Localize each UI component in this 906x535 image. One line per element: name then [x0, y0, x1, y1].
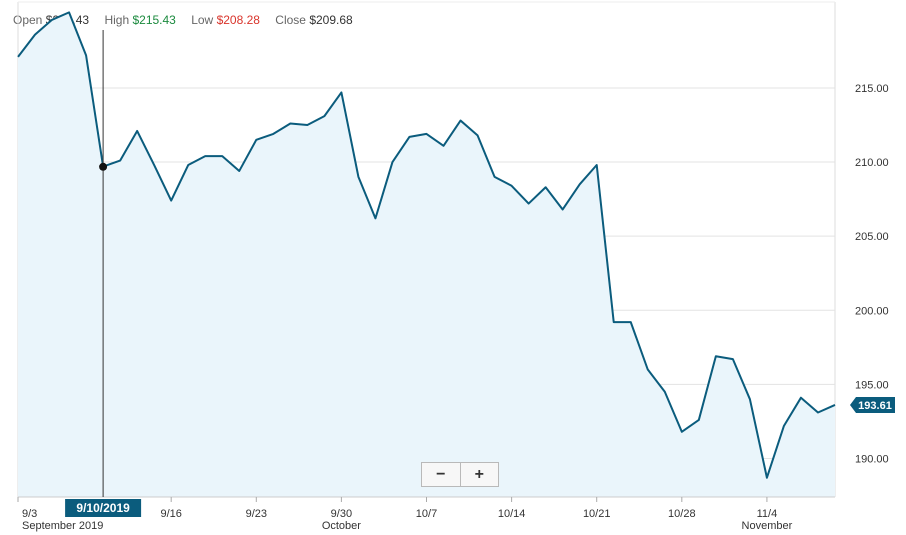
high-label: High [104, 13, 130, 27]
x-tick-label: 10/7 [416, 508, 437, 520]
x-tick-label: 9/30 [331, 508, 352, 520]
zoom-controls: − + [421, 462, 499, 487]
x-tick-label: 10/14 [498, 508, 526, 520]
close-value: $209.68 [309, 13, 353, 27]
y-tick-label: 200.00 [855, 305, 889, 317]
x-tick-label: 9/16 [160, 508, 181, 520]
open-label: Open [13, 13, 43, 27]
last-value-badge [850, 396, 895, 413]
y-tick-label: 205.00 [855, 231, 889, 243]
crosshair-date-badge [65, 499, 142, 517]
low-label: Low [191, 13, 214, 27]
zoom-out-button[interactable]: − [422, 463, 461, 486]
y-tick-label: 215.00 [855, 83, 889, 95]
y-tick-label: 195.00 [855, 379, 889, 391]
x-tick-sublabel: November [742, 520, 793, 532]
crosshair-point [99, 162, 108, 171]
high-value: $215.43 [132, 13, 176, 27]
zoom-in-button[interactable]: + [474, 465, 484, 483]
x-tick-label: 10/21 [583, 508, 611, 520]
y-tick-label: 190.00 [855, 453, 889, 465]
x-tick-label: 9/23 [246, 508, 267, 520]
x-tick-sublabel: October [322, 520, 361, 532]
price-area-fill [18, 12, 835, 498]
x-tick-label: 10/28 [668, 508, 696, 520]
last-value-label: 193.61 [858, 400, 892, 412]
x-tick-sublabel: September 2019 [22, 520, 103, 532]
ohlc-readout: Open $215.43 High $215.43 Low $208.28 Cl… [13, 13, 365, 27]
price-line [17, 11, 836, 479]
crosshair-date-label: 9/10/2019 [76, 501, 130, 515]
x-tick-label: 11/4 [757, 508, 778, 520]
close-label: Close [275, 13, 306, 27]
x-tick-label: 9/3 [22, 508, 37, 520]
low-value: $208.28 [216, 13, 260, 27]
y-tick-label: 210.00 [855, 157, 889, 169]
